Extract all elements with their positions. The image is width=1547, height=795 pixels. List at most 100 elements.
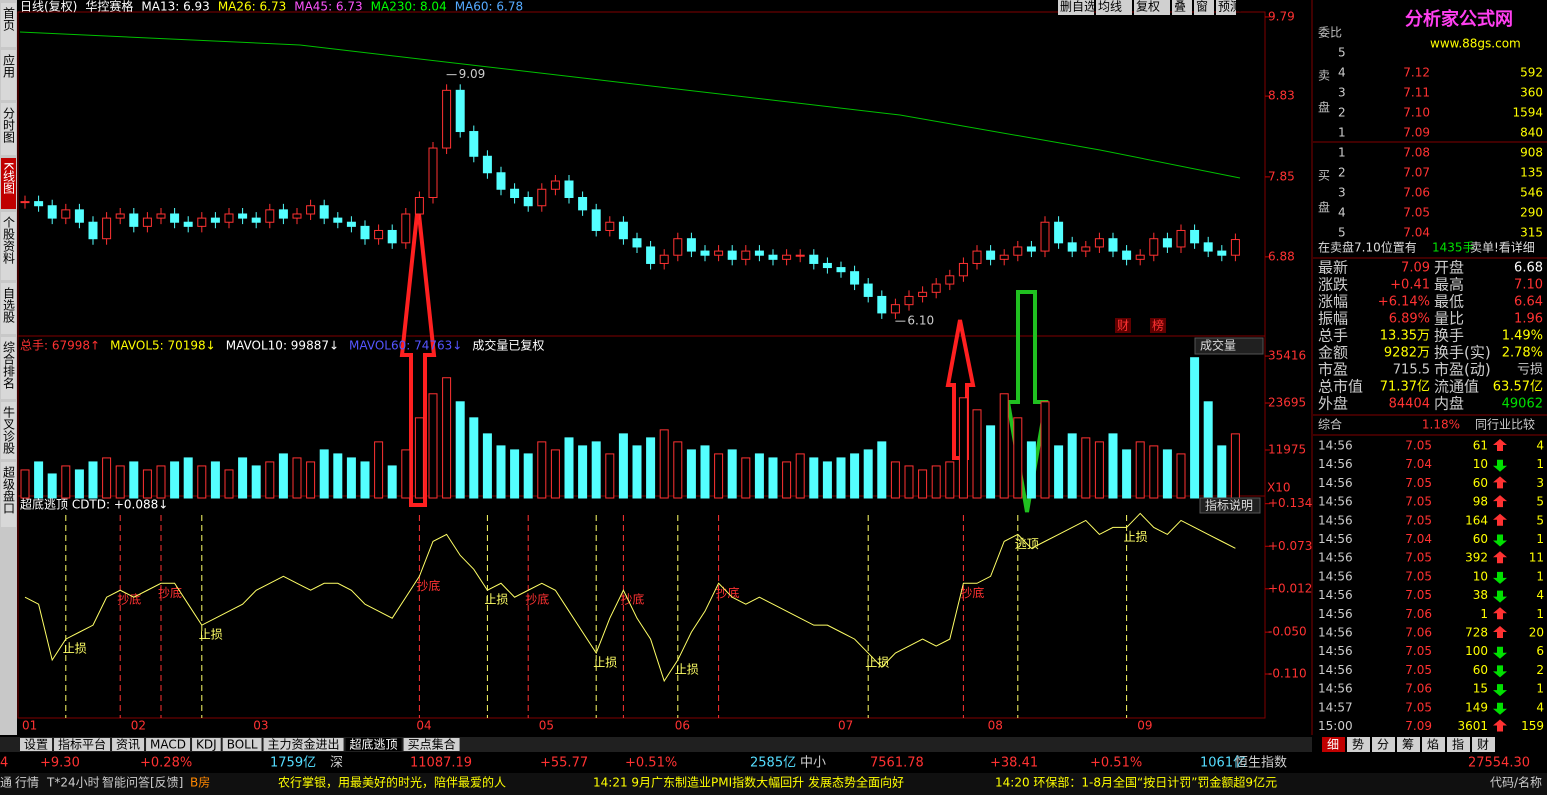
panel-tab[interactable] bbox=[1322, 737, 1345, 752]
panel-tab[interactable] bbox=[1472, 737, 1495, 752]
status-item[interactable]: 代码/名称 bbox=[1490, 775, 1542, 790]
status-item[interactable]: T*24小时 bbox=[46, 776, 100, 790]
sidebar-tab[interactable] bbox=[1, 212, 16, 280]
quote-value: 6.89% bbox=[1389, 312, 1430, 327]
toolbar-button[interactable] bbox=[1194, 0, 1214, 15]
tab[interactable] bbox=[222, 738, 262, 751]
level-volume: 908 bbox=[1520, 146, 1543, 160]
volume-legend: 成交量已复权 bbox=[472, 338, 544, 353]
sidebar-tab[interactable] bbox=[1, 337, 16, 399]
tab-label[interactable]: KDJ bbox=[196, 738, 217, 752]
tab-label[interactable]: 资讯 bbox=[116, 738, 140, 752]
status-item[interactable]: 行情 bbox=[15, 776, 39, 790]
trade-count: 2 bbox=[1536, 663, 1544, 677]
tab-label[interactable]: BOLL bbox=[227, 738, 258, 752]
toolbar-button[interactable] bbox=[1216, 0, 1236, 15]
candle bbox=[727, 250, 737, 260]
panel-tab[interactable] bbox=[1347, 737, 1370, 752]
candle bbox=[20, 201, 30, 204]
trade-price: 7.05 bbox=[1405, 551, 1432, 565]
panel-tab-label[interactable]: 筹 bbox=[1402, 738, 1414, 752]
trade-arrow bbox=[1493, 665, 1507, 678]
panel-tab-label[interactable]: 细 bbox=[1327, 738, 1339, 752]
tab[interactable] bbox=[263, 738, 344, 751]
toolbar-label[interactable]: 复权 bbox=[1136, 0, 1160, 14]
volume-bar bbox=[564, 437, 574, 499]
tab[interactable] bbox=[20, 738, 53, 751]
panel-tab-label[interactable]: 指 bbox=[1452, 737, 1464, 752]
trade-volume: 149 bbox=[1465, 700, 1488, 714]
panel-tab[interactable] bbox=[1397, 737, 1420, 752]
volume-bar bbox=[646, 437, 656, 499]
trade-volume: 98 bbox=[1473, 495, 1488, 509]
sidebar-tab-label[interactable]: 首页 bbox=[2, 7, 16, 32]
sidebar-tab-label[interactable]: 综合排名 bbox=[2, 341, 16, 389]
tab-label[interactable]: 设置 bbox=[24, 738, 48, 752]
panel-tab-label[interactable]: 焰 bbox=[1427, 737, 1439, 752]
panel-tab[interactable] bbox=[1447, 737, 1470, 752]
tab[interactable] bbox=[192, 738, 221, 751]
toolbar-button[interactable] bbox=[1134, 0, 1170, 15]
sidebar-tab-label[interactable]: 超级盘口 bbox=[2, 465, 16, 514]
x-tick-label: 07 bbox=[838, 719, 853, 733]
panel-tab[interactable] bbox=[1422, 737, 1445, 752]
dropdown[interactable] bbox=[1194, 337, 1264, 355]
index-compare[interactable]: 同行业比较 bbox=[1475, 417, 1535, 432]
volume-bar bbox=[958, 397, 968, 499]
tab[interactable] bbox=[54, 738, 111, 751]
status-item[interactable]: 智能问答[反馈] bbox=[102, 775, 183, 790]
panel-tab-label[interactable]: 分 bbox=[1377, 738, 1389, 752]
candle bbox=[523, 196, 533, 207]
tab-label[interactable]: 主力资金进出 bbox=[268, 737, 340, 752]
y-tick-label: +0.134 bbox=[1268, 496, 1312, 510]
toolbar-label[interactable]: 删自选 bbox=[1060, 0, 1096, 14]
tab-label[interactable]: 指标平台 bbox=[58, 737, 106, 752]
tab[interactable] bbox=[112, 738, 145, 751]
toolbar-label[interactable]: 窗 bbox=[1196, 0, 1208, 14]
dropdown-label[interactable]: 成交量 bbox=[1200, 338, 1236, 353]
sidebar-tab[interactable] bbox=[1, 402, 16, 459]
volume-bar bbox=[183, 457, 193, 499]
sidebar-tab[interactable] bbox=[1, 283, 16, 334]
tab-label[interactable]: 超底逃顶 bbox=[350, 737, 398, 752]
candle bbox=[863, 283, 873, 297]
sidebar-tab-label[interactable]: 应用 bbox=[2, 53, 16, 79]
sidebar-tab[interactable] bbox=[1, 50, 16, 100]
sidebar-tab-label[interactable]: K线图 bbox=[2, 162, 16, 194]
sidebar-tab[interactable] bbox=[1, 103, 16, 155]
help-label[interactable]: 指标说明 bbox=[1205, 498, 1253, 513]
sidebar-tab-label[interactable]: 分时图 bbox=[2, 107, 16, 143]
panel-tab-label[interactable]: 势 bbox=[1352, 738, 1364, 752]
panel-tab[interactable] bbox=[1372, 737, 1395, 752]
level-price: 7.05 bbox=[1403, 206, 1430, 220]
help-button[interactable] bbox=[1199, 497, 1261, 514]
toolbar-button[interactable] bbox=[1096, 0, 1132, 15]
toolbar-button[interactable] bbox=[1172, 0, 1192, 15]
tab-label[interactable]: 买点集合 bbox=[408, 737, 456, 752]
volume-legend: MAVOL5: 70198↓ bbox=[110, 339, 216, 353]
candle bbox=[618, 221, 628, 240]
toolbar-button[interactable] bbox=[1058, 0, 1094, 15]
volume-bar bbox=[931, 465, 941, 499]
sidebar-tab[interactable] bbox=[1, 158, 16, 209]
sidebar-tab-label[interactable]: 个股资料 bbox=[2, 216, 16, 264]
tab[interactable] bbox=[146, 738, 191, 751]
sidebar-tab-label[interactable]: 牛叉诊股 bbox=[2, 405, 16, 455]
tab-label[interactable]: MACD bbox=[150, 738, 186, 752]
candle bbox=[1176, 229, 1186, 248]
status-item[interactable]: 通 bbox=[0, 776, 12, 790]
level-price: 7.10 bbox=[1403, 106, 1430, 120]
toolbar-label[interactable]: 均线 bbox=[1098, 0, 1122, 14]
signal-label: 止损 bbox=[593, 656, 617, 670]
sidebar-tab-label[interactable]: 自选股 bbox=[2, 287, 16, 324]
tab[interactable] bbox=[345, 738, 402, 751]
volume-bar bbox=[496, 445, 506, 499]
tab[interactable] bbox=[403, 738, 460, 751]
toolbar-label[interactable]: 预测 bbox=[1218, 0, 1242, 14]
panel-tab-label[interactable]: 财 bbox=[1477, 738, 1489, 752]
sidebar-tab[interactable] bbox=[1, 3, 16, 47]
sidebar-tab[interactable] bbox=[1, 462, 16, 527]
toolbar-label[interactable]: 叠 bbox=[1174, 0, 1186, 14]
notice[interactable]: 卖单!看详细 bbox=[1470, 240, 1535, 255]
